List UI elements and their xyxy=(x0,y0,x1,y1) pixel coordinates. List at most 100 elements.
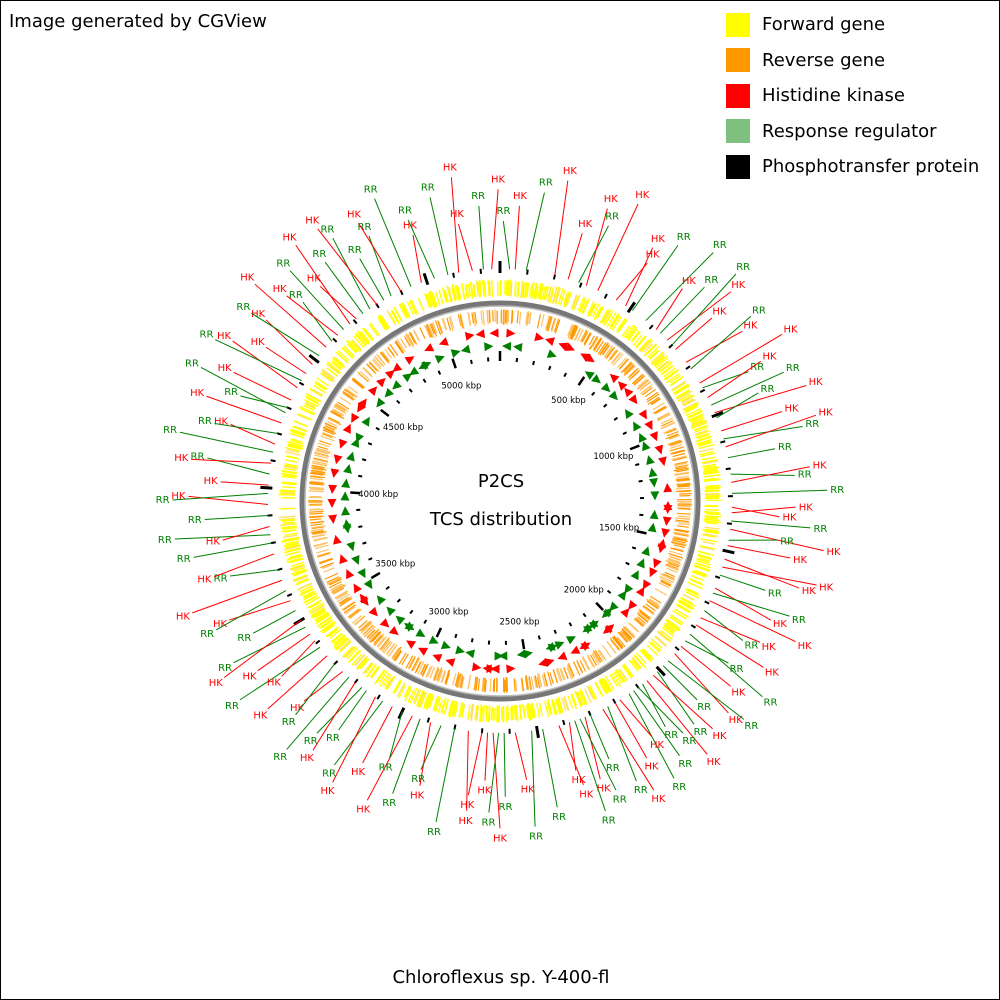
rr-label: RR xyxy=(177,554,191,565)
hk-callout-line xyxy=(295,244,351,325)
forward-gene-mark xyxy=(665,369,679,380)
forward-gene-mark xyxy=(704,465,717,469)
forward-gene-mark xyxy=(281,525,296,529)
reverse-gene-mark xyxy=(647,396,660,406)
hk-callout-line xyxy=(457,223,473,271)
forward-gene-mark xyxy=(704,489,719,492)
reverse-gene-mark xyxy=(436,667,443,681)
reverse-gene-mark xyxy=(438,670,444,682)
rr-label: RR xyxy=(805,419,819,430)
forward-gene-mark xyxy=(696,433,711,440)
ruler-tick xyxy=(548,365,552,371)
reverse-gene-mark xyxy=(516,310,519,324)
reverse-gene-mark xyxy=(311,471,323,475)
forward-gene-mark xyxy=(441,699,447,714)
reverse-gene-mark xyxy=(536,673,541,687)
forward-gene-mark xyxy=(279,523,295,527)
forward-gene-mark xyxy=(293,575,309,583)
reverse-gene-mark xyxy=(550,318,556,331)
forward-gene-mark xyxy=(687,410,703,418)
reverse-gene-mark xyxy=(440,669,446,683)
rr-label: RR xyxy=(664,730,678,741)
hk-label: HK xyxy=(798,641,813,652)
forward-gene-mark xyxy=(647,346,660,358)
reverse-gene-mark xyxy=(472,312,476,327)
rr-label: RR xyxy=(786,363,800,374)
reverse-gene-mark xyxy=(602,644,612,658)
reverse-gene-mark xyxy=(549,672,554,684)
forward-gene-mark xyxy=(651,351,664,364)
reverse-gene-mark xyxy=(347,608,360,618)
reverse-gene-mark xyxy=(323,567,335,573)
histidine-kinase-arrow xyxy=(654,444,664,455)
rr-callout-line xyxy=(333,700,384,766)
forward-gene-mark xyxy=(441,287,448,303)
reverse-gene-mark xyxy=(674,529,689,534)
map-center-title: P2CS xyxy=(477,471,525,492)
reverse-gene-mark xyxy=(674,462,687,467)
forward-gene-mark xyxy=(318,616,332,627)
forward-gene-mark xyxy=(610,675,618,686)
forward-gene-mark xyxy=(448,700,453,715)
forward-gene-mark xyxy=(416,690,424,707)
reverse-gene-mark xyxy=(627,622,639,633)
reverse-gene-mark xyxy=(520,678,524,692)
response-regulator-arrow xyxy=(648,478,658,488)
forward-gene-mark xyxy=(524,284,529,299)
reverse-gene-mark xyxy=(669,550,683,556)
forward-gene-mark xyxy=(356,330,369,344)
reverse-gene-mark xyxy=(363,367,373,377)
forward-gene-mark xyxy=(546,286,552,303)
forward-gene-mark xyxy=(587,300,595,315)
reverse-gene-mark xyxy=(665,433,679,440)
reverse-gene-mark xyxy=(322,426,335,433)
histidine-kinase-arrow xyxy=(432,654,443,663)
reverse-gene-mark xyxy=(672,452,686,458)
forward-gene-mark xyxy=(370,665,381,679)
response-regulator-arrow xyxy=(346,451,355,462)
forward-gene-mark xyxy=(299,585,313,593)
histidine-kinase-arrow xyxy=(357,398,367,409)
reverse-gene-mark xyxy=(342,392,354,401)
hk-callout-line xyxy=(714,587,772,621)
reverse-gene-mark xyxy=(425,325,432,338)
histidine-kinase-arrow xyxy=(638,409,647,420)
forward-gene-mark xyxy=(694,426,709,433)
ruler-tick xyxy=(435,627,443,638)
reverse-gene-mark xyxy=(408,332,416,344)
hk-label: HK xyxy=(826,547,841,558)
forward-gene-mark xyxy=(577,296,585,312)
forward-gene-mark xyxy=(347,340,359,353)
histidine-kinase-arrow xyxy=(657,543,667,554)
reverse-gene-mark xyxy=(646,600,659,610)
hk-callout-line xyxy=(312,682,356,751)
reverse-gene-mark xyxy=(374,635,384,646)
hk-callout-line xyxy=(675,317,713,350)
reverse-gene-mark xyxy=(429,323,435,335)
forward-gene-mark xyxy=(706,484,720,487)
forward-gene-mark xyxy=(332,356,346,369)
forward-gene-mark xyxy=(303,592,315,599)
reverse-gene-mark xyxy=(669,444,683,450)
forward-gene-mark xyxy=(685,404,699,412)
reverse-gene-mark xyxy=(567,323,573,337)
forward-gene-mark xyxy=(650,641,662,652)
forward-gene-mark xyxy=(600,679,610,693)
forward-gene-mark xyxy=(475,280,479,296)
forward-gene-mark xyxy=(530,281,535,299)
forward-gene-mark xyxy=(537,283,542,298)
cgview-credit: Image generated by CGView xyxy=(9,11,267,32)
forward-gene-mark xyxy=(654,635,668,647)
forward-gene-mark xyxy=(290,558,303,564)
histidine-kinase-arrow xyxy=(663,504,673,515)
rr-callout-line xyxy=(214,339,302,382)
rr-label: RR xyxy=(224,387,238,398)
reverse-gene-mark xyxy=(316,447,329,453)
forward-gene-mark xyxy=(308,602,324,613)
forward-gene-mark xyxy=(702,529,720,533)
rr-callout-line xyxy=(200,366,286,414)
reverse-gene-mark xyxy=(607,349,618,362)
hk-label: HK xyxy=(579,789,594,800)
reverse-gene-mark xyxy=(367,630,377,640)
hk-label: HK xyxy=(305,216,320,227)
